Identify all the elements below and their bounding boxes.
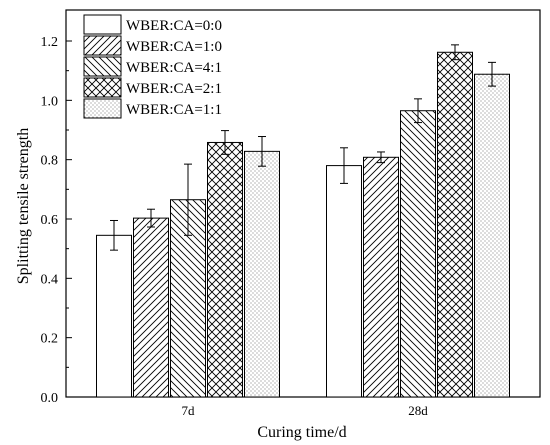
legend-swatch xyxy=(83,56,122,77)
legend: WBER:CA=0:0 WBER:CA=1:0 WBER:CA=4:1 WBER:CA… xyxy=(83,14,222,119)
legend-swatch xyxy=(83,77,122,98)
legend-swatch xyxy=(83,98,122,119)
bar xyxy=(437,51,473,398)
plot-frame xyxy=(65,9,541,398)
y-tick-label: 0.2 xyxy=(41,332,59,347)
legend-label: WBER:CA=4:1 xyxy=(126,60,222,76)
y-tick-label: 0.8 xyxy=(41,154,59,169)
y-axis-label: Splitting tensile strength xyxy=(15,128,32,284)
y-tick-label: 0.4 xyxy=(41,272,59,287)
bar xyxy=(474,73,510,398)
x-tick-label: 28d xyxy=(408,403,428,418)
x-tick-label: 7d xyxy=(182,403,196,418)
bar xyxy=(363,156,399,398)
bar xyxy=(326,165,362,398)
bar xyxy=(207,141,243,398)
y-tick-label: 1.0 xyxy=(41,94,59,109)
y-tick-label: 0.6 xyxy=(41,213,59,228)
y-tick-label: 0.0 xyxy=(41,391,59,406)
bar xyxy=(96,234,132,398)
bar xyxy=(400,110,436,398)
legend-swatch xyxy=(83,35,122,56)
legend-label: WBER:CA=0:0 xyxy=(126,18,222,34)
legend-swatch xyxy=(83,14,122,35)
legend-label: WBER:CA=2:1 xyxy=(126,81,222,97)
legend-label: WBER:CA=1:1 xyxy=(126,102,222,118)
y-tick-label: 1.2 xyxy=(41,35,59,50)
bar xyxy=(244,150,280,398)
legend-label: WBER:CA=1:0 xyxy=(126,39,222,55)
x-axis-label: Curing time/d xyxy=(257,424,346,441)
bar xyxy=(133,217,169,398)
